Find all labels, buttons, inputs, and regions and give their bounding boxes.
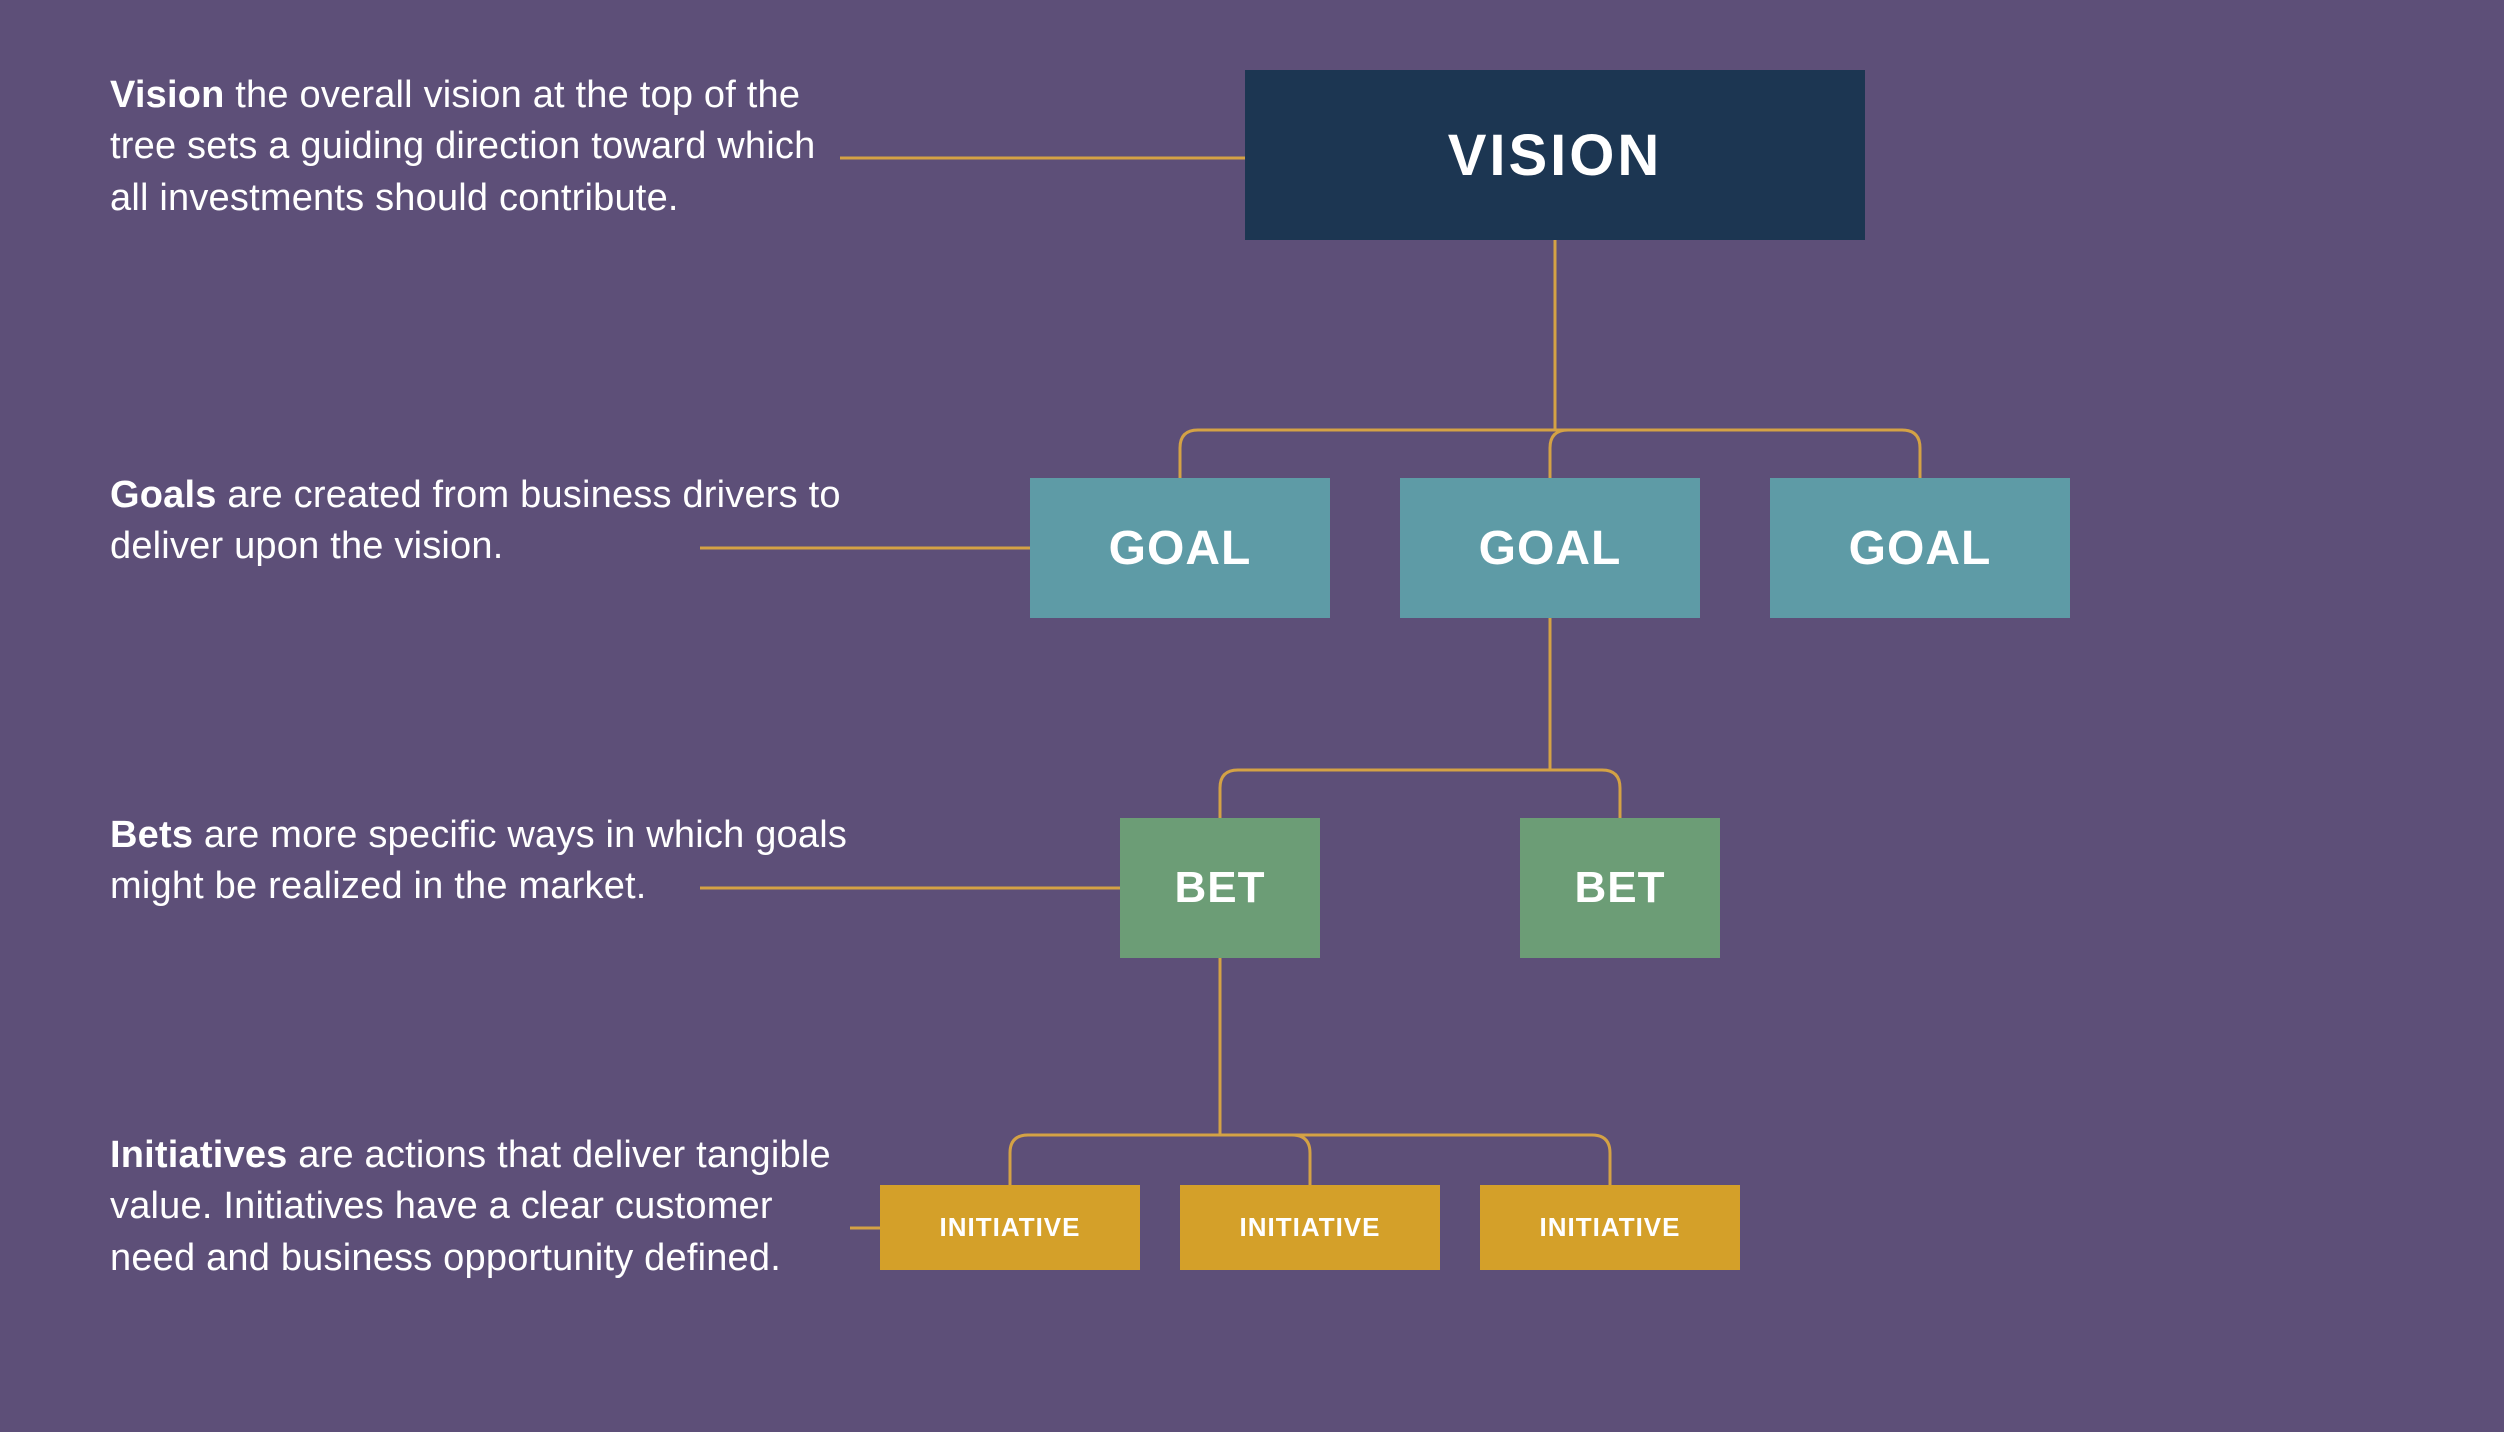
node-bet-1: BET (1120, 818, 1320, 958)
node-goal-2-label: GOAL (1479, 521, 1622, 576)
desc-initiatives-lead: Initiatives (110, 1134, 288, 1176)
node-bet-1-label: BET (1175, 863, 1266, 913)
desc-goals-lead: Goals (110, 474, 217, 516)
node-goal-2: GOAL (1400, 478, 1700, 618)
node-initiative-2: INITIATIVE (1180, 1185, 1440, 1270)
node-initiative-1: INITIATIVE (880, 1185, 1140, 1270)
node-goal-1: GOAL (1030, 478, 1330, 618)
desc-vision-lead: Vision (110, 74, 225, 116)
desc-initiatives: Initiatives are actions that deliver tan… (110, 1130, 850, 1284)
desc-bets-lead: Bets (110, 814, 193, 856)
desc-bets-rest: are more specific ways in which goals mi… (110, 814, 847, 907)
diagram-canvas: Vision the overall vision at the top of … (0, 0, 2504, 1432)
node-goal-3-label: GOAL (1849, 521, 1992, 576)
desc-vision: Vision the overall vision at the top of … (110, 70, 850, 224)
node-initiative-3-label: INITIATIVE (1540, 1212, 1681, 1243)
node-goal-3: GOAL (1770, 478, 2070, 618)
desc-goals-rest: are created from business drivers to del… (110, 474, 841, 567)
node-vision: VISION (1245, 70, 1865, 240)
node-bet-2-label: BET (1575, 863, 1666, 913)
node-goal-1-label: GOAL (1109, 521, 1252, 576)
desc-bets: Bets are more specific ways in which goa… (110, 810, 850, 913)
node-initiative-2-label: INITIATIVE (1240, 1212, 1381, 1243)
desc-goals: Goals are created from business drivers … (110, 470, 850, 573)
node-vision-label: VISION (1448, 122, 1663, 189)
node-initiative-3: INITIATIVE (1480, 1185, 1740, 1270)
node-initiative-1-label: INITIATIVE (940, 1212, 1081, 1243)
node-bet-2: BET (1520, 818, 1720, 958)
